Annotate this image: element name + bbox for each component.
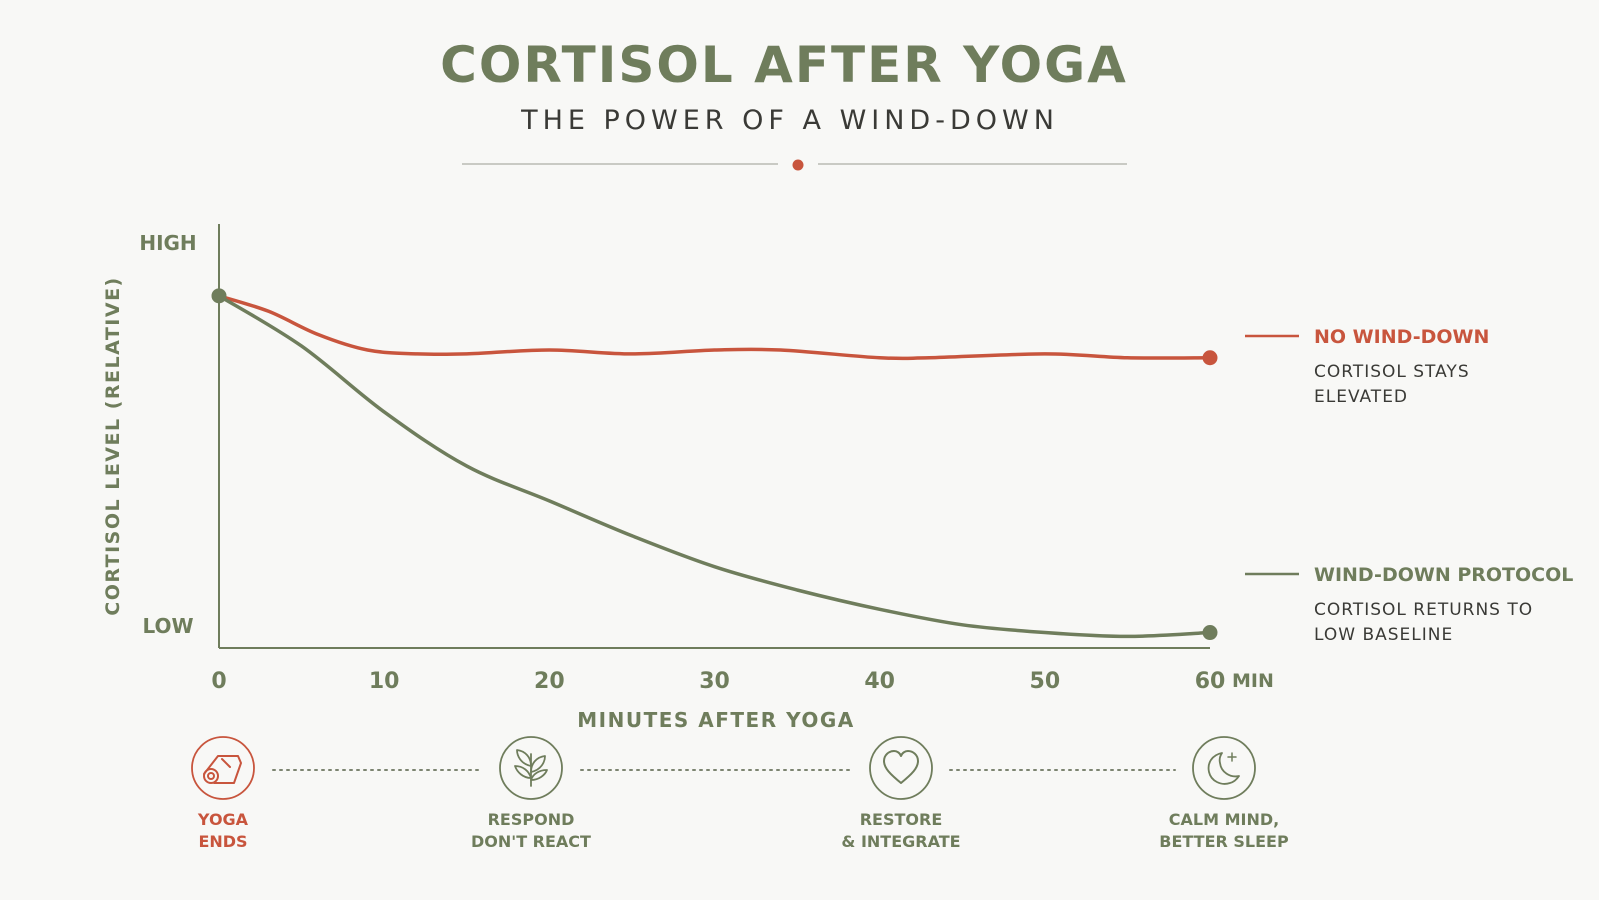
x-tick-label: 40	[864, 669, 895, 694]
y-axis-label: CORTISOL LEVEL (RELATIVE)	[102, 276, 124, 615]
x-tick-label: 10	[369, 669, 400, 694]
heart-icon	[883, 750, 919, 784]
timeline-label-line1: YOGA	[197, 810, 249, 829]
series-end-point-wind-down	[1202, 625, 1218, 641]
series-start-point	[211, 288, 227, 304]
timeline-step-yoga-ends: YOGA ENDS	[191, 736, 255, 851]
title-rule-dot	[792, 159, 804, 171]
timeline-label-line1: CALM MIND,	[1169, 810, 1279, 829]
timeline-circle	[1192, 736, 1256, 800]
timeline-label-line1: RESTORE	[860, 810, 943, 829]
timeline-label-line1: RESPOND	[488, 810, 575, 829]
timeline-circle	[869, 736, 933, 800]
chart-title: CORTISOL AFTER YOGA	[440, 36, 1128, 94]
legend-label-wind-down: WIND-DOWN PROTOCOL	[1314, 564, 1573, 586]
x-tick-label: 30	[699, 669, 730, 694]
star-icon	[1227, 752, 1237, 762]
timeline-circle	[499, 736, 563, 800]
x-tick-label: 20	[534, 669, 565, 694]
x-axis-label: MINUTES AFTER YOGA	[577, 708, 854, 732]
y-tick-high: HIGH	[139, 231, 196, 255]
timeline-step-restore: RESTORE & INTEGRATE	[841, 736, 961, 851]
moon-icon	[1207, 752, 1240, 785]
timeline-label-line2: BETTER SLEEP	[1159, 832, 1289, 851]
timeline-label-line2: ENDS	[198, 832, 247, 851]
x-tick-label: 0	[211, 669, 226, 694]
timeline-label-line2: DON'T REACT	[471, 832, 591, 851]
x-unit-label: MIN	[1232, 670, 1274, 692]
series-end-point-no-wind-down	[1202, 350, 1218, 366]
timeline-step-calm-mind: CALM MIND, BETTER SLEEP	[1159, 736, 1289, 851]
legend-desc-wind-down: CORTISOL RETURNS TO LOW BASELINE	[1314, 600, 1540, 645]
x-tick-label: 60	[1195, 669, 1226, 694]
timeline-circle	[191, 736, 255, 800]
series-line-wind-down	[217, 294, 1212, 639]
timeline-label-line2: & INTEGRATE	[841, 832, 960, 851]
sprout-icon	[514, 749, 548, 787]
chart-subtitle: THE POWER OF A WIND-DOWN	[520, 105, 1059, 136]
yoga-mat-icon	[203, 755, 242, 784]
x-tick-label: 50	[1030, 669, 1061, 694]
legend-label-no-wind-down: NO WIND-DOWN	[1314, 326, 1489, 348]
timeline-step-respond: RESPOND DON'T REACT	[471, 736, 591, 851]
legend-desc-no-wind-down: CORTISOL STAYS ELEVATED	[1314, 362, 1476, 407]
y-tick-low: LOW	[142, 614, 193, 638]
series-line-no-wind-down	[217, 294, 1212, 361]
